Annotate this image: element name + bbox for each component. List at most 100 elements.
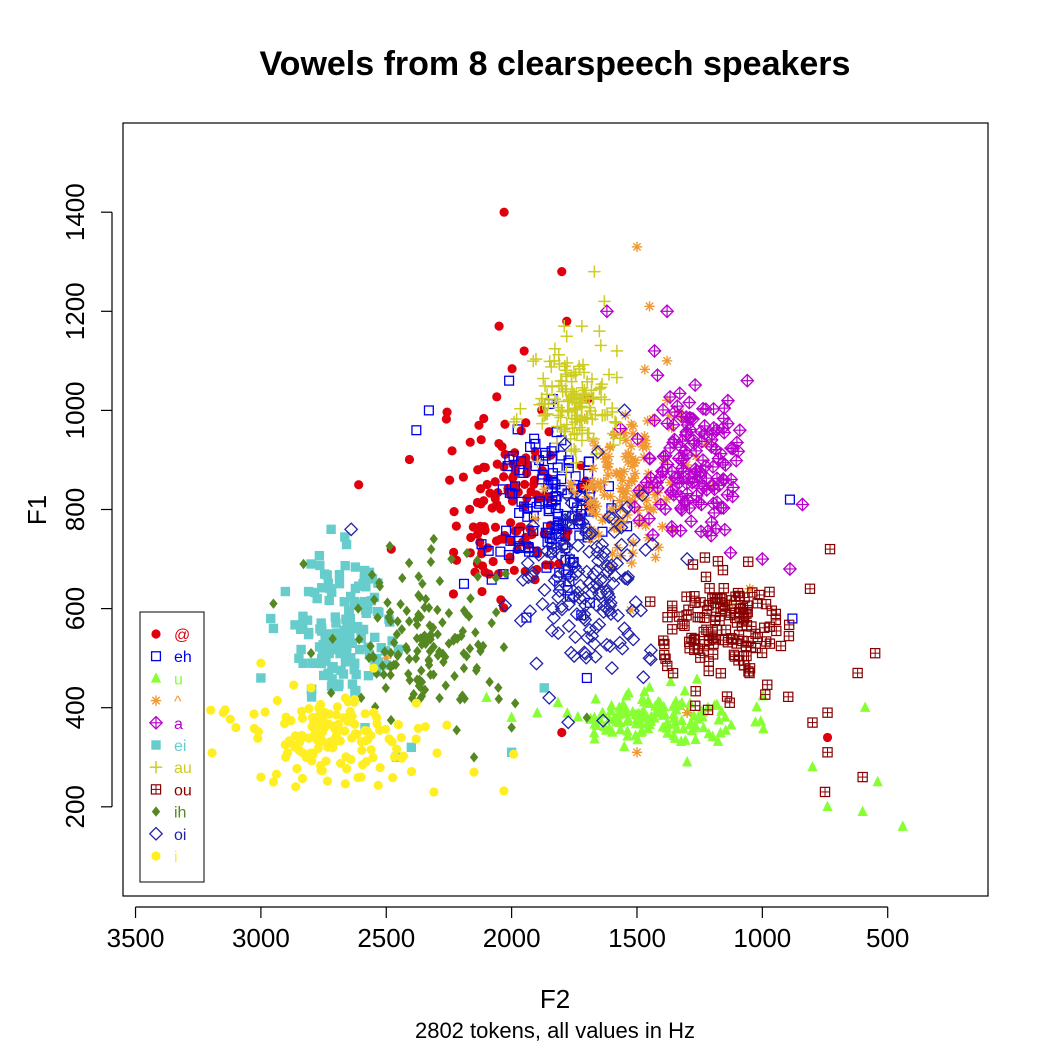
point-u (684, 718, 696, 730)
point-s0 (477, 586, 487, 597)
point-u (614, 701, 625, 712)
point-ou (689, 633, 701, 645)
point-ou (764, 586, 775, 598)
point-ou (679, 620, 690, 632)
point-ei (309, 658, 319, 669)
point-s0 (499, 207, 509, 217)
point-au (605, 405, 619, 419)
point-u (859, 701, 871, 712)
point-i (292, 763, 302, 774)
point-ei (364, 567, 375, 578)
point-i (253, 733, 263, 743)
point-oi (547, 542, 562, 558)
point-ou (764, 638, 776, 649)
point-ih (444, 607, 454, 619)
point-s3 (586, 475, 598, 487)
point-ou (775, 640, 787, 652)
point-a (656, 449, 671, 464)
point-ei (338, 632, 348, 643)
point-oi (604, 660, 620, 676)
point-i (375, 725, 385, 735)
point-u (680, 734, 691, 745)
point-s0 (516, 426, 526, 436)
point-eh (458, 578, 470, 589)
point-i (349, 697, 359, 707)
point-ou (764, 621, 775, 632)
point-ih (375, 581, 384, 592)
point-eh (603, 481, 614, 492)
point-oi (568, 566, 584, 582)
point-ih (386, 647, 395, 659)
point-eh (501, 525, 512, 536)
point-s3 (626, 557, 637, 569)
point-ou (704, 583, 715, 594)
point-a (647, 343, 662, 359)
point-oi (595, 713, 611, 728)
point-ei (334, 570, 345, 580)
point-s0 (521, 418, 531, 428)
point-au (539, 408, 552, 422)
point-ei (335, 648, 345, 659)
point-i (286, 738, 296, 748)
point-au (529, 352, 543, 366)
point-i (322, 776, 333, 786)
point-a (755, 551, 770, 567)
point-oi (595, 537, 610, 552)
point-oi (561, 715, 576, 730)
point-eh (516, 456, 527, 467)
point-oi (615, 641, 630, 656)
point-a (694, 497, 709, 512)
point-u (671, 722, 682, 734)
point-ih (379, 669, 389, 680)
point-i (413, 723, 423, 733)
point-u (552, 696, 564, 708)
point-au (610, 371, 624, 384)
point-i (388, 772, 398, 783)
point-i (420, 722, 430, 732)
point-s0 (354, 480, 364, 490)
point-u (650, 706, 662, 717)
point-a (658, 501, 673, 517)
point-ih (459, 648, 468, 659)
point-eh (553, 508, 564, 519)
point-ih (435, 575, 445, 587)
point-ei (320, 632, 330, 642)
point-i (499, 786, 509, 796)
point-u (726, 719, 737, 730)
point-a (716, 500, 731, 516)
point-u (614, 716, 626, 728)
point-u (644, 681, 655, 692)
point-ei (381, 660, 392, 670)
point-ih (371, 701, 380, 713)
point-oi (582, 622, 597, 637)
point-ih (413, 645, 422, 657)
point-eh (504, 454, 515, 465)
point-s0 (529, 479, 539, 489)
legend-marker (150, 651, 162, 662)
point-oi (563, 645, 579, 660)
point-ih (326, 687, 336, 699)
point-ou (746, 621, 757, 632)
point-ei (266, 613, 276, 624)
point-ih (429, 533, 438, 545)
legend-label: ih (174, 805, 186, 822)
legend-label: au (174, 760, 192, 777)
point-au (560, 356, 574, 370)
point-ei (359, 573, 370, 583)
point-u (590, 693, 601, 704)
point-u (572, 710, 584, 722)
point-u (676, 714, 687, 725)
point-s0 (447, 446, 457, 456)
point-s0 (479, 462, 489, 472)
point-i (290, 731, 301, 741)
point-ih (428, 622, 438, 633)
point-oi (552, 547, 567, 562)
point-u (622, 730, 633, 741)
point-s0 (482, 479, 492, 490)
point-oi (645, 536, 660, 552)
point-ei (374, 607, 384, 618)
point-s3 (610, 468, 622, 479)
point-ih (407, 693, 417, 704)
point-s3 (583, 498, 595, 510)
point-oi (529, 656, 544, 671)
